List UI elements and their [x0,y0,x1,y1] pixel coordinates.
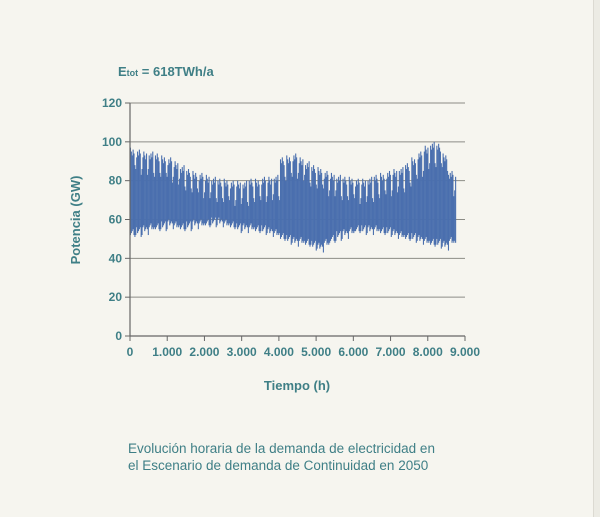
x-tick-label: 3.000 [227,345,257,359]
y-tick-label: 0 [115,329,122,343]
caption-line-2: el Escenario de demanda de Continuidad e… [128,458,429,473]
x-tick-label: 6.000 [338,345,368,359]
y-axis-label: Potencia (GW) [68,176,83,265]
page-edge [593,0,600,517]
x-tick-label: 4.000 [264,345,294,359]
x-tick-label: 0 [127,345,134,359]
x-tick-label: 5.000 [301,345,331,359]
y-tick-label: 20 [109,290,123,304]
y-tick-label: 40 [109,251,123,265]
figure-caption: Evolución horaria de la demanda de elect… [128,440,508,474]
x-tick-label: 2.000 [189,345,219,359]
x-axis-label: Tiempo (h) [264,378,330,393]
total-energy-annotation: Etot = 618TWh/a [118,64,214,79]
y-tick-label: 80 [109,174,123,188]
caption-line-1: Evolución horaria de la demanda de elect… [128,441,435,456]
x-tick-label: 1.000 [152,345,182,359]
x-tick-label: 7.000 [376,345,406,359]
y-tick-label: 100 [102,135,122,149]
x-tick-label: 9.000 [450,345,480,359]
y-tick-label: 60 [109,213,123,227]
x-tick-label: 8.000 [413,345,443,359]
y-tick-label: 120 [102,96,122,110]
